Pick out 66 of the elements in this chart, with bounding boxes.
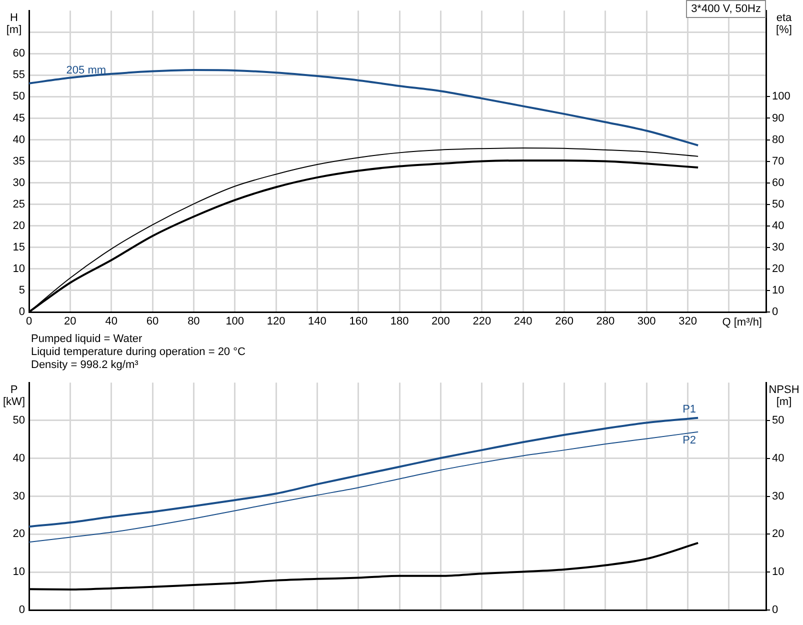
y-tick-label: 0 — [18, 306, 25, 318]
x-tick-label: 200 — [432, 316, 450, 328]
y2-tick-label: 50 — [772, 414, 784, 427]
text: Liquid temperature during operation = 20 °C — [31, 346, 246, 359]
y2-tick-label: 0 — [772, 604, 778, 616]
x-tick-label: 240 — [514, 316, 532, 328]
y-tick-label: 20 — [12, 528, 25, 540]
y2-tick-label: 100 — [772, 90, 790, 103]
y2-tick-label: 80 — [772, 134, 784, 146]
y2-tick-label: 30 — [772, 241, 784, 254]
y2-tick-label: 30 — [772, 490, 784, 502]
y-tick-label: 30 — [12, 490, 25, 502]
x-tick-label: 180 — [390, 316, 409, 328]
y-tick-label: 60 — [12, 48, 25, 60]
x-tick-label: 260 — [555, 316, 574, 328]
series-label: 205 mm — [66, 64, 106, 76]
y2-tick-label: 70 — [772, 155, 784, 168]
y-tick-label: 40 — [12, 134, 25, 146]
y2-tick-label: 40 — [772, 452, 784, 464]
x-tick-label: 140 — [308, 316, 326, 328]
x-tick-label: 120 — [266, 316, 286, 328]
y2-tick-label: 50 — [772, 198, 784, 210]
y-tick-label: 20 — [12, 220, 25, 232]
y2-tick-label: 10 — [772, 566, 784, 578]
chart-title: 3*400 V, 50Hz — [686, 0, 766, 18]
y2-axis-title: NPSH [m] — [768, 384, 800, 408]
y-axis-title: P [kW] — [3, 384, 25, 408]
y-tick-label: 50 — [12, 90, 25, 103]
x-tick-label: 80 — [188, 316, 200, 328]
y-tick-label: 40 — [12, 452, 25, 464]
text: Density = 998.2 kg/m³ — [31, 359, 140, 372]
x-axis-title: Q [m³/h] — [722, 316, 762, 329]
y-tick-label: 5 — [18, 284, 25, 297]
y-tick-label: 55 — [12, 69, 25, 82]
x-tick-label: 280 — [596, 316, 615, 328]
y-tick-label: 30 — [12, 176, 25, 189]
y-tick-label: 25 — [12, 198, 25, 210]
line-series — [29, 431, 699, 543]
x-tick-label: 40 — [105, 316, 118, 328]
y-tick-label: 35 — [12, 155, 25, 168]
series-label: P2 — [682, 434, 696, 446]
x-tick-label: 220 — [472, 316, 492, 328]
y-tick-label: 15 — [12, 241, 25, 254]
y2-axis-title: eta [%] — [776, 12, 793, 36]
y-tick-label: 50 — [12, 414, 25, 427]
y-tick-label: 10 — [12, 566, 25, 578]
y2-tick-label: 40 — [772, 220, 784, 232]
line-series — [29, 416, 700, 528]
y2-tick-label: 0 — [772, 306, 778, 318]
x-tick-label: 300 — [637, 316, 656, 328]
x-tick-label: 60 — [146, 316, 159, 328]
series-label: P1 — [682, 403, 696, 416]
y2-tick-label: 90 — [772, 112, 784, 124]
y-tick-label: 45 — [12, 112, 25, 124]
y2-tick-label: 60 — [772, 176, 784, 189]
x-tick-label: 320 — [678, 316, 697, 328]
y2-tick-label: 20 — [772, 528, 784, 540]
y-tick-label: 10 — [12, 262, 25, 275]
text: Pumped liquid = Water — [31, 333, 144, 346]
x-tick-label: 160 — [349, 316, 368, 328]
y2-tick-label: 20 — [772, 262, 784, 275]
y-axis-title: H [m] — [6, 12, 22, 36]
x-tick-label: 20 — [64, 316, 76, 328]
y2-tick-label: 10 — [772, 284, 784, 297]
x-tick-label: 100 — [226, 316, 244, 328]
y-tick-label: 0 — [18, 604, 25, 616]
